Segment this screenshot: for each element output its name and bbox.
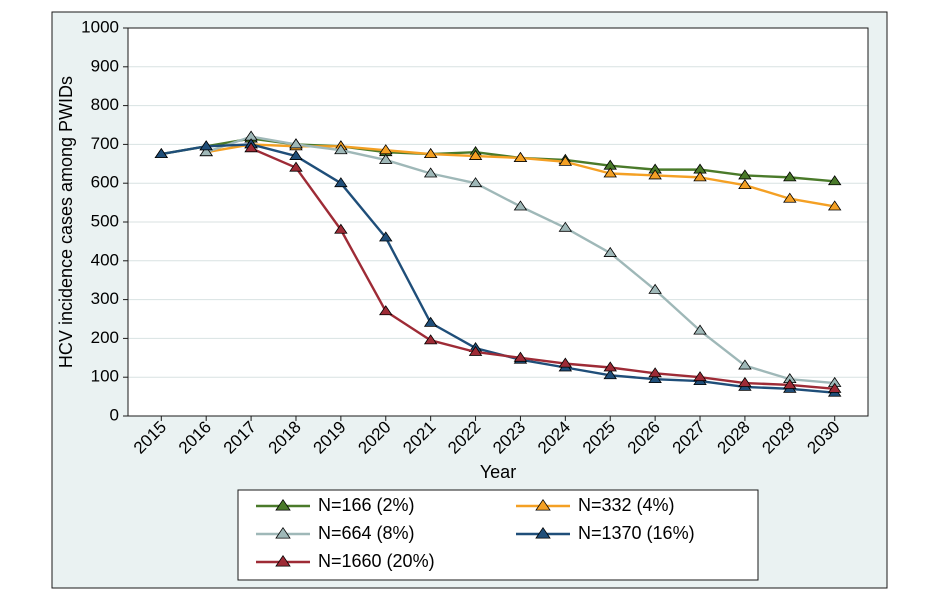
y-tick-label: 400 (91, 250, 119, 269)
y-tick-label: 500 (91, 211, 119, 230)
y-tick-label: 200 (91, 328, 119, 347)
y-tick-label: 600 (91, 173, 119, 192)
line-chart: 0100200300400500600700800900100020152016… (0, 0, 943, 610)
y-tick-label: 800 (91, 95, 119, 114)
legend-label: N=1660 (20%) (318, 551, 435, 571)
legend-label: N=332 (4%) (578, 495, 675, 515)
chart-container: 0100200300400500600700800900100020152016… (0, 0, 943, 610)
legend-label: N=166 (2%) (318, 495, 415, 515)
y-tick-label: 100 (91, 367, 119, 386)
y-tick-label: 300 (91, 289, 119, 308)
y-axis-label: HCV incidence cases among PWIDs (56, 76, 76, 368)
legend-label: N=664 (8%) (318, 523, 415, 543)
x-axis-label: Year (480, 462, 516, 482)
y-tick-label: 1000 (81, 17, 119, 36)
y-tick-label: 0 (110, 405, 119, 424)
y-tick-label: 900 (91, 56, 119, 75)
legend-label: N=1370 (16%) (578, 523, 695, 543)
y-tick-label: 700 (91, 134, 119, 153)
